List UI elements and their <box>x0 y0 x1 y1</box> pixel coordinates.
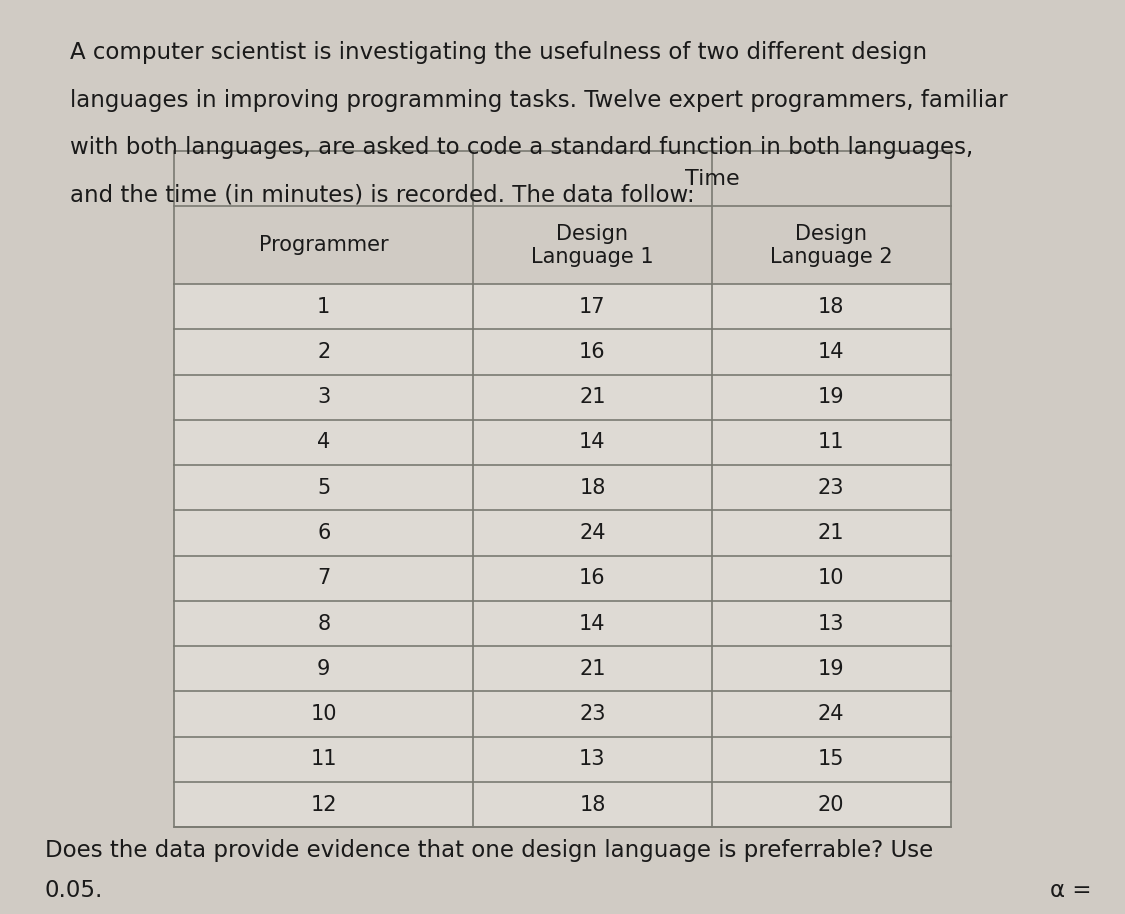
Bar <box>711 207 951 284</box>
Text: 6: 6 <box>317 523 331 543</box>
Bar <box>711 510 951 556</box>
Text: 16: 16 <box>579 342 605 362</box>
Bar <box>474 284 711 329</box>
Text: and the time (in minutes) is recorded. The data follow:: and the time (in minutes) is recorded. T… <box>70 184 694 207</box>
Text: 24: 24 <box>818 704 845 724</box>
Text: 15: 15 <box>818 749 845 770</box>
Bar <box>711 737 951 781</box>
Bar <box>174 737 474 781</box>
Bar <box>474 691 711 737</box>
Text: A computer scientist is investigating the usefulness of two different design: A computer scientist is investigating th… <box>70 41 927 64</box>
Bar <box>174 691 474 737</box>
Bar <box>174 781 474 827</box>
Text: 17: 17 <box>579 297 605 316</box>
Bar <box>174 420 474 465</box>
Text: languages in improving programming tasks. Twelve expert programmers, familiar: languages in improving programming tasks… <box>70 89 1007 112</box>
Text: 13: 13 <box>818 613 845 633</box>
Bar <box>474 465 711 510</box>
Text: 12: 12 <box>310 794 337 814</box>
Bar <box>474 556 711 600</box>
Text: 7: 7 <box>317 569 331 589</box>
Bar <box>711 781 951 827</box>
Bar <box>474 151 951 207</box>
Text: Time: Time <box>685 168 739 188</box>
Text: 11: 11 <box>818 432 845 452</box>
Bar <box>711 284 951 329</box>
Text: 8: 8 <box>317 613 331 633</box>
Text: 23: 23 <box>579 704 605 724</box>
Text: 16: 16 <box>579 569 605 589</box>
Text: 23: 23 <box>818 478 845 498</box>
Bar <box>174 329 474 375</box>
Text: 5: 5 <box>317 478 331 498</box>
Bar <box>174 375 474 420</box>
Text: 18: 18 <box>579 794 605 814</box>
Text: 10: 10 <box>310 704 337 724</box>
Text: 14: 14 <box>579 432 605 452</box>
Bar <box>711 375 951 420</box>
Bar <box>711 646 951 691</box>
Text: 21: 21 <box>579 659 605 679</box>
Bar <box>711 465 951 510</box>
Text: 18: 18 <box>818 297 844 316</box>
Text: 10: 10 <box>818 569 845 589</box>
Text: 1: 1 <box>317 297 331 316</box>
Bar <box>174 151 474 207</box>
Bar <box>474 737 711 781</box>
Bar <box>174 284 474 329</box>
Bar <box>474 646 711 691</box>
Text: 19: 19 <box>818 388 845 408</box>
Text: 24: 24 <box>579 523 605 543</box>
Bar <box>474 207 711 284</box>
Bar <box>174 510 474 556</box>
Text: 11: 11 <box>310 749 337 770</box>
Text: 19: 19 <box>818 659 845 679</box>
Text: 3: 3 <box>317 388 331 408</box>
Bar <box>711 691 951 737</box>
Text: α =: α = <box>1050 879 1091 902</box>
Text: Design
Language 2: Design Language 2 <box>770 224 892 267</box>
Bar <box>711 556 951 600</box>
Bar <box>474 510 711 556</box>
Text: 4: 4 <box>317 432 331 452</box>
Text: 2: 2 <box>317 342 331 362</box>
Bar <box>174 600 474 646</box>
Bar <box>474 375 711 420</box>
Text: 9: 9 <box>317 659 331 679</box>
Text: 21: 21 <box>818 523 845 543</box>
Bar <box>174 556 474 600</box>
Text: 0.05.: 0.05. <box>45 879 104 902</box>
Text: 13: 13 <box>579 749 605 770</box>
Bar <box>711 600 951 646</box>
Bar <box>474 600 711 646</box>
Text: Does the data provide evidence that one design language is preferrable? Use: Does the data provide evidence that one … <box>45 839 934 862</box>
Text: Programmer: Programmer <box>259 235 388 255</box>
Bar <box>474 329 711 375</box>
Bar <box>174 207 474 284</box>
Text: 14: 14 <box>818 342 845 362</box>
Bar <box>474 420 711 465</box>
Bar <box>174 465 474 510</box>
Text: 20: 20 <box>818 794 845 814</box>
Text: Design
Language 1: Design Language 1 <box>531 224 654 267</box>
Text: 21: 21 <box>579 388 605 408</box>
Text: 14: 14 <box>579 613 605 633</box>
Bar <box>711 420 951 465</box>
Bar <box>174 646 474 691</box>
Text: with both languages, are asked to code a standard function in both languages,: with both languages, are asked to code a… <box>70 136 973 159</box>
Text: 18: 18 <box>579 478 605 498</box>
Bar <box>474 781 711 827</box>
Bar <box>711 329 951 375</box>
